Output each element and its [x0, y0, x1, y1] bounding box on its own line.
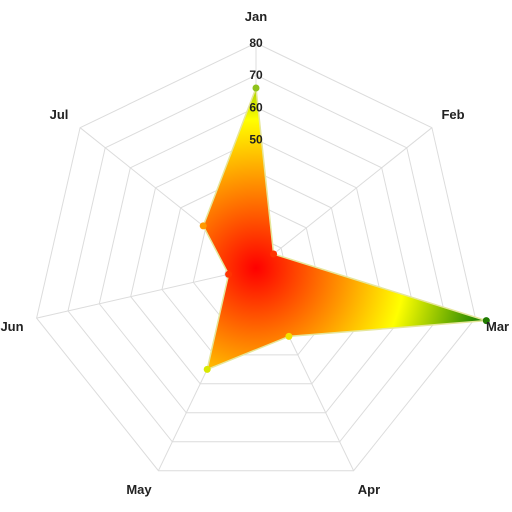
- data-point-feb: [270, 250, 278, 258]
- data-point-apr: [285, 332, 293, 340]
- grid-ring-5: [98, 106, 414, 414]
- data-point-mar: [482, 317, 490, 325]
- tick-labels: 80 70 60 50: [249, 36, 263, 146]
- category-label-apr: Apr: [358, 482, 380, 497]
- data-point-may: [203, 365, 211, 373]
- grid-ring-3: [161, 171, 351, 356]
- series-polygon: [202, 87, 488, 371]
- category-label-jun: Jun: [0, 319, 23, 334]
- category-labels: Jan Feb Mar Apr May Jun Jul: [0, 9, 509, 497]
- tick-label-60: 60: [249, 100, 263, 114]
- data-point-jun: [225, 270, 233, 278]
- axis-jun: [36, 267, 257, 319]
- series-area: [202, 87, 488, 371]
- tick-label-70: 70: [249, 68, 263, 82]
- tick-label-50: 50: [249, 132, 263, 146]
- axis-feb: [255, 127, 433, 269]
- data-point-jul: [199, 222, 207, 230]
- grid-ring-7: [36, 42, 476, 472]
- data-points: [199, 84, 490, 373]
- category-label-jan: Jan: [245, 9, 267, 24]
- category-label-may: May: [126, 482, 152, 497]
- tick-label-80: 80: [249, 36, 263, 50]
- grid-ring-4: [130, 138, 382, 385]
- category-label-jul: Jul: [50, 107, 69, 122]
- category-label-mar: Mar: [486, 319, 509, 334]
- grid: [36, 42, 476, 472]
- category-label-feb: Feb: [441, 107, 464, 122]
- data-point-jan: [252, 84, 260, 92]
- grid-ring-6: [67, 74, 445, 443]
